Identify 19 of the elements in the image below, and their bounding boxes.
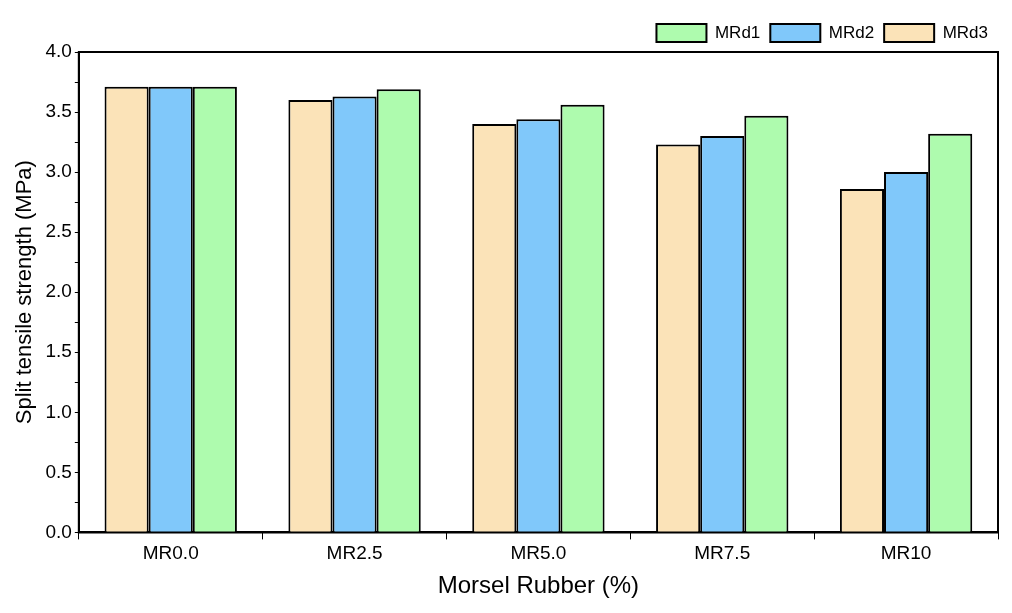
x-axis-title: Morsel Rubber (%) [437,571,640,599]
y-axis-title: Split tensile strength (MPa) [11,160,37,425]
legend-label: MRd2 [828,22,875,42]
x-tick-label: MR5.0 [510,542,567,564]
y-tick-label: 4.0 [45,40,72,62]
x-tick-label: MR10 [880,542,932,564]
y-tick-label: 3.0 [45,160,72,182]
x-tick-label: MR7.5 [694,542,751,564]
y-tick-label: 2.0 [45,280,72,302]
y-tick-label: 1.0 [45,400,72,422]
y-tick-label: 3.5 [45,100,72,122]
y-tick-label: 2.5 [45,220,72,242]
y-tick-label: 0.0 [45,520,72,542]
y-tick-label: 1.5 [45,340,72,362]
legend-label: MRd1 [714,22,761,42]
y-tick-label: 0.5 [45,460,72,482]
x-tick-label: MR2.5 [326,542,383,564]
legend-label: MRd3 [942,22,989,42]
x-tick-label: MR0.0 [142,542,199,564]
